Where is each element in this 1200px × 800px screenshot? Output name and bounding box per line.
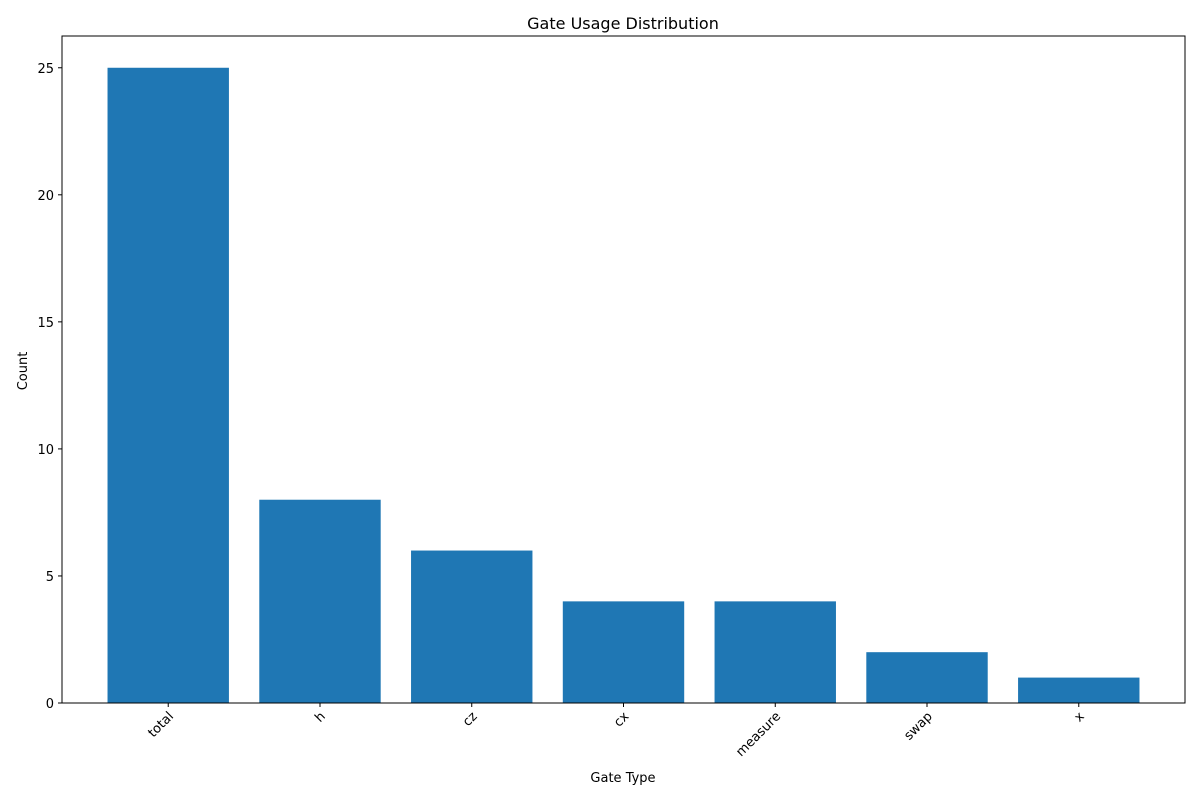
bar-measure	[714, 601, 836, 703]
x-axis-label: Gate Type	[590, 771, 655, 786]
x-tick-label: total	[145, 709, 177, 741]
bar-cx	[562, 601, 685, 703]
bar-cz	[411, 550, 533, 703]
y-tick-label: 0	[46, 697, 54, 712]
bar-swap	[866, 652, 988, 703]
y-tick-label: 5	[46, 570, 54, 585]
x-tick-label: cz	[460, 709, 481, 730]
x-tick-label: h	[312, 709, 328, 725]
bar-x	[1018, 677, 1140, 703]
y-axis-label: Count	[16, 352, 31, 391]
y-tick-label: 25	[37, 62, 54, 77]
y-axis: 0 5 10 15 20 25	[37, 62, 62, 712]
plot-frame	[61, 35, 1186, 704]
y-tick-label: 15	[37, 316, 54, 331]
y-tick-label: 10	[37, 443, 54, 458]
y-tick-label: 20	[37, 189, 54, 204]
x-tick-label: cx	[611, 709, 632, 730]
bar-total	[107, 67, 229, 703]
bar-h	[259, 499, 381, 703]
x-axis: total h cz cx measure swap x	[145, 703, 1088, 760]
chart-title: Gate Usage Distribution	[527, 14, 719, 33]
x-tick-label: swap	[901, 709, 935, 743]
x-tick-label: x	[1072, 709, 1088, 725]
x-tick-label: measure	[733, 709, 784, 760]
bars-group	[107, 67, 1140, 703]
